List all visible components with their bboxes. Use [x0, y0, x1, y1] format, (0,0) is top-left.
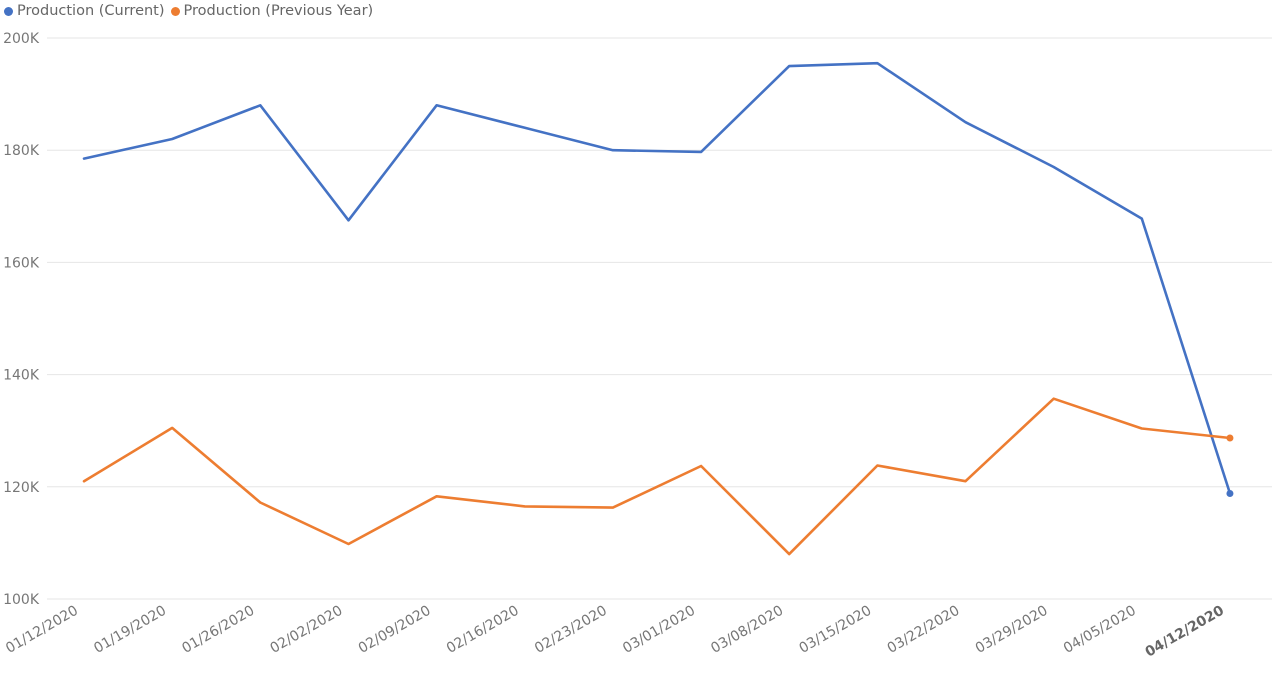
x-tick-label: 03/15/2020: [796, 603, 874, 657]
y-tick-label: 160K: [3, 255, 40, 271]
y-tick-label: 100K: [3, 592, 40, 608]
legend-marker-current: [4, 6, 13, 16]
y-tick-label: 200K: [3, 31, 40, 47]
x-tick-label: 03/29/2020: [973, 603, 1051, 657]
y-tick-label: 180K: [3, 143, 40, 159]
x-tick-label: 03/22/2020: [885, 603, 963, 657]
x-tick-label: 02/09/2020: [356, 603, 434, 657]
x-tick-label: 03/08/2020: [708, 603, 786, 657]
chart-legend: Production (Current) Production (Previou…: [4, 1, 379, 21]
x-tick-label: 04/12/2020: [1143, 602, 1228, 660]
y-tick-label: 120K: [3, 480, 40, 496]
legend-marker-previous-year: [170, 6, 180, 16]
series-line-current: [82, 61, 1232, 495]
x-tick-label: 02/02/2020: [268, 603, 346, 657]
legend-item-previous-year[interactable]: Production (Previous Year): [170, 3, 374, 19]
x-tick-label: 02/16/2020: [444, 603, 522, 657]
y-tick-label: 140K: [3, 368, 40, 384]
x-tick-label: 01/19/2020: [91, 603, 169, 657]
x-tick-label: 04/05/2020: [1061, 603, 1139, 657]
last-point-current: [1226, 490, 1234, 498]
legend-item-current[interactable]: Production (Current): [4, 3, 165, 19]
x-tick-label: 01/12/2020: [3, 603, 81, 657]
x-tick-label: 03/01/2020: [620, 603, 698, 657]
x-tick-label: 02/23/2020: [532, 603, 610, 657]
last-point-previous-year: [1226, 434, 1234, 442]
legend-label-previous-year: Production (Previous Year): [183, 3, 374, 19]
series-line-previous-year: [82, 397, 1232, 556]
x-tick-label: 01/26/2020: [179, 603, 257, 657]
legend-label-current: Production (Current): [17, 3, 165, 19]
